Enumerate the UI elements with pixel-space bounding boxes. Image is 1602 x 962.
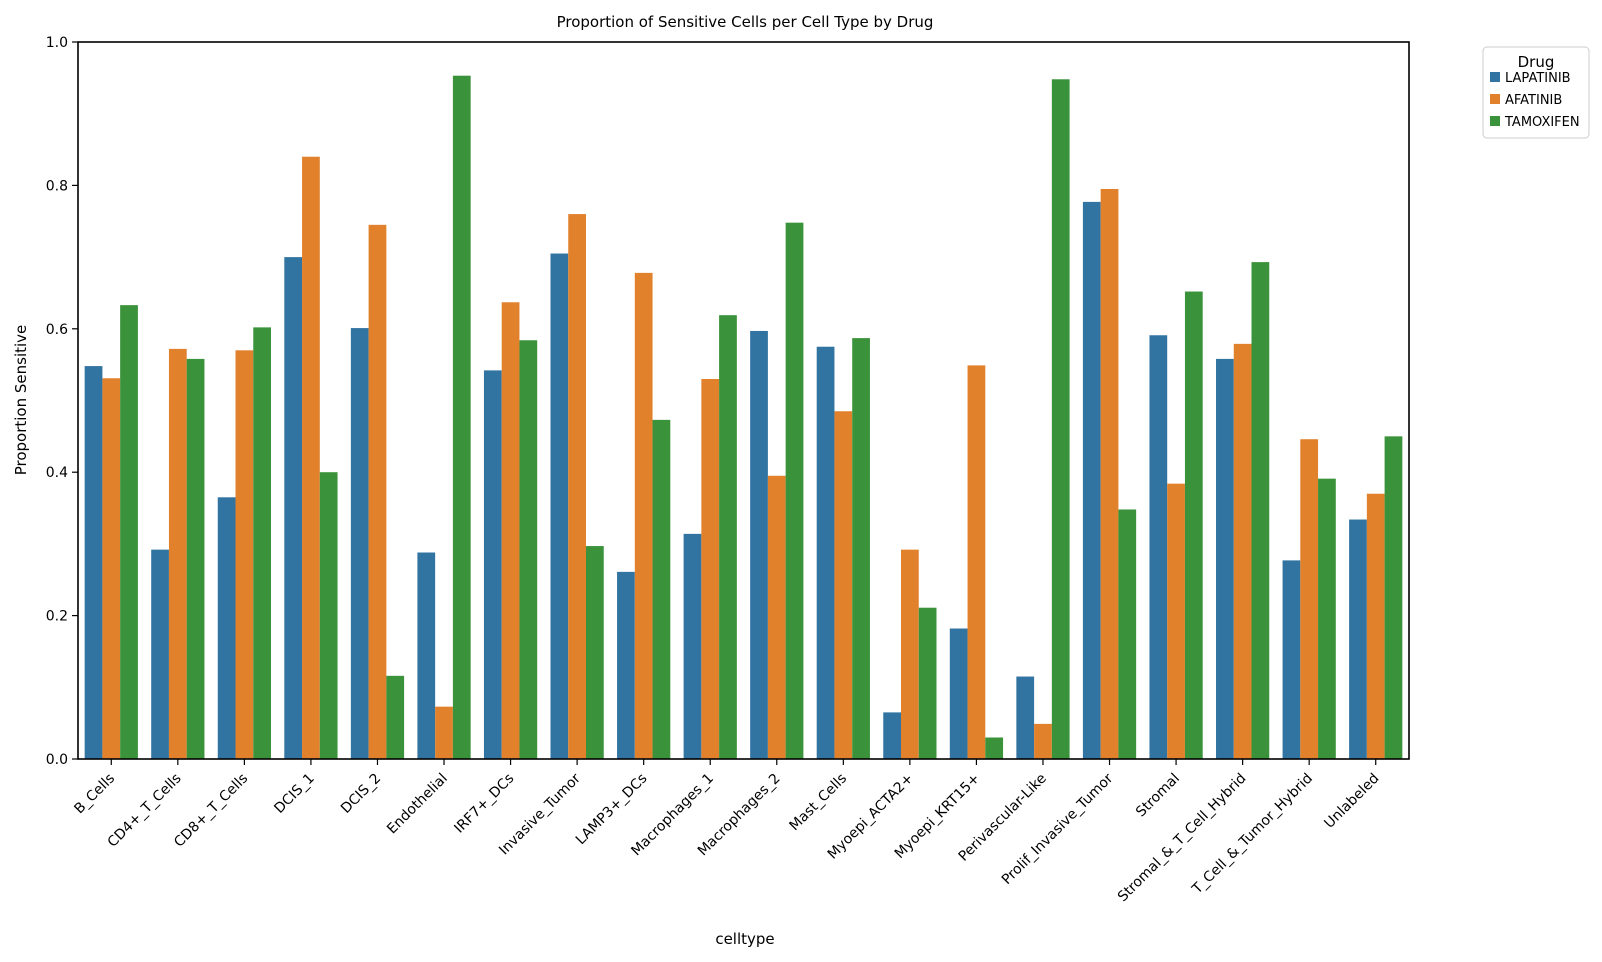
bar-tamoxifen-3 <box>319 472 338 759</box>
bar-afatinib-1 <box>168 348 187 759</box>
bar-lapatinib-12 <box>883 712 901 759</box>
bar-lapatinib-0 <box>84 366 103 759</box>
x-tick-label: Mast_Cells <box>787 771 851 835</box>
bar-tamoxifen-0 <box>120 305 138 759</box>
bar-afatinib-13 <box>967 365 986 759</box>
bar-tamoxifen-10 <box>785 222 804 759</box>
bar-lapatinib-8 <box>617 571 635 759</box>
bar-tamoxifen-19 <box>1384 436 1403 759</box>
x-tick-label: T_Cell_&_Tumor_Hybrid <box>1189 771 1316 898</box>
y-axis-title: Proportion Sensitive <box>12 325 30 476</box>
bar-afatinib-2 <box>235 350 254 759</box>
y-tick-label: 0.4 <box>46 465 68 481</box>
bar-afatinib-17 <box>1233 343 1252 759</box>
bar-afatinib-14 <box>1034 723 1052 759</box>
y-tick-label: 0.0 <box>46 752 68 768</box>
x-tick-label: B_Cells <box>71 771 118 818</box>
bar-lapatinib-16 <box>1149 335 1168 759</box>
chart-title: Proportion of Sensitive Cells per Cell T… <box>557 13 934 31</box>
y-tick-label: 0.6 <box>46 322 68 338</box>
legend-title: Drug <box>1518 53 1555 71</box>
bar-lapatinib-13 <box>949 628 968 759</box>
x-tick-label: Endothelial <box>384 771 451 838</box>
bar-tamoxifen-7 <box>586 546 604 759</box>
x-tick-label: Prolif_Invasive_Tumor <box>999 770 1117 888</box>
x-tick-label: Unlabeled <box>1321 771 1382 832</box>
x-tick-label: Stromal <box>1133 771 1183 821</box>
bar-tamoxifen-16 <box>1184 291 1203 759</box>
bar-lapatinib-4 <box>350 328 369 759</box>
bar-lapatinib-10 <box>750 330 768 759</box>
bar-lapatinib-19 <box>1349 519 1367 759</box>
bar-tamoxifen-2 <box>253 327 271 759</box>
bar-afatinib-3 <box>302 156 320 760</box>
bar-tamoxifen-9 <box>719 315 737 759</box>
bar-afatinib-9 <box>701 378 720 759</box>
bar-afatinib-5 <box>435 706 453 759</box>
x-tick-label: DCIS_2 <box>338 771 384 817</box>
bar-tamoxifen-13 <box>985 737 1004 759</box>
bar-afatinib-6 <box>501 302 520 759</box>
bar-afatinib-15 <box>1100 188 1119 760</box>
bar-lapatinib-11 <box>816 346 835 759</box>
bar-afatinib-12 <box>901 549 919 759</box>
bar-afatinib-19 <box>1366 493 1385 759</box>
legend-label-tamoxifen: TAMOXIFEN <box>1504 115 1580 130</box>
bar-lapatinib-14 <box>1016 676 1035 759</box>
bar-tamoxifen-14 <box>1051 79 1070 759</box>
bar-afatinib-7 <box>568 214 586 759</box>
bar-afatinib-11 <box>834 411 853 759</box>
legend-frame <box>1482 46 1590 139</box>
bar-afatinib-0 <box>102 378 121 759</box>
bar-lapatinib-2 <box>217 497 236 759</box>
plot-area <box>84 75 1403 760</box>
legend-swatch-lapatinib <box>1490 72 1500 82</box>
x-tick-label: DCIS_1 <box>271 771 317 817</box>
y-tick-label: 1.0 <box>46 35 68 51</box>
bar-lapatinib-9 <box>683 533 702 759</box>
bar-tamoxifen-12 <box>918 607 937 759</box>
bar-tamoxifen-5 <box>452 75 471 759</box>
bar-lapatinib-17 <box>1216 358 1234 759</box>
bar-tamoxifen-18 <box>1318 478 1336 759</box>
x-tick-label: Stromal_&_T_Cell_Hybrid <box>1115 771 1250 906</box>
bar-lapatinib-7 <box>550 253 569 759</box>
bar-lapatinib-1 <box>151 549 169 759</box>
y-axis: 0.0 0.2 0.4 0.6 0.8 1.0 <box>46 35 78 768</box>
bar-afatinib-8 <box>634 272 653 759</box>
legend-label-lapatinib: LAPATINIB <box>1505 71 1571 86</box>
legend-swatch-tamoxifen <box>1490 116 1500 126</box>
x-axis-title: celltype <box>715 930 774 948</box>
y-tick-label: 0.2 <box>46 609 68 625</box>
bar-tamoxifen-15 <box>1118 509 1137 759</box>
bar-lapatinib-18 <box>1282 560 1301 759</box>
bar-lapatinib-5 <box>417 552 436 759</box>
bar-lapatinib-3 <box>284 257 303 759</box>
x-tick-label: IRF7+_DCs <box>451 771 517 837</box>
bar-lapatinib-6 <box>483 370 502 759</box>
bar-tamoxifen-11 <box>852 338 870 759</box>
bar-tamoxifen-17 <box>1251 262 1270 759</box>
bar-tamoxifen-6 <box>519 340 538 759</box>
bar-afatinib-4 <box>368 224 387 760</box>
bar-tamoxifen-4 <box>386 675 405 759</box>
bar-tamoxifen-8 <box>652 419 671 759</box>
legend-swatch-afatinib <box>1490 94 1500 104</box>
legend-label-afatinib: AFATINIB <box>1505 93 1562 108</box>
bar-afatinib-18 <box>1300 439 1319 759</box>
plot-frame <box>77 41 1410 760</box>
bar-lapatinib-15 <box>1082 201 1101 759</box>
y-tick-label: 0.8 <box>46 178 68 194</box>
bar-tamoxifen-1 <box>186 358 205 759</box>
bar-afatinib-16 <box>1167 483 1185 759</box>
legend: Drug LAPATINIB AFATINIB TAMOXIFEN <box>1482 46 1590 139</box>
bar-afatinib-10 <box>767 475 786 759</box>
